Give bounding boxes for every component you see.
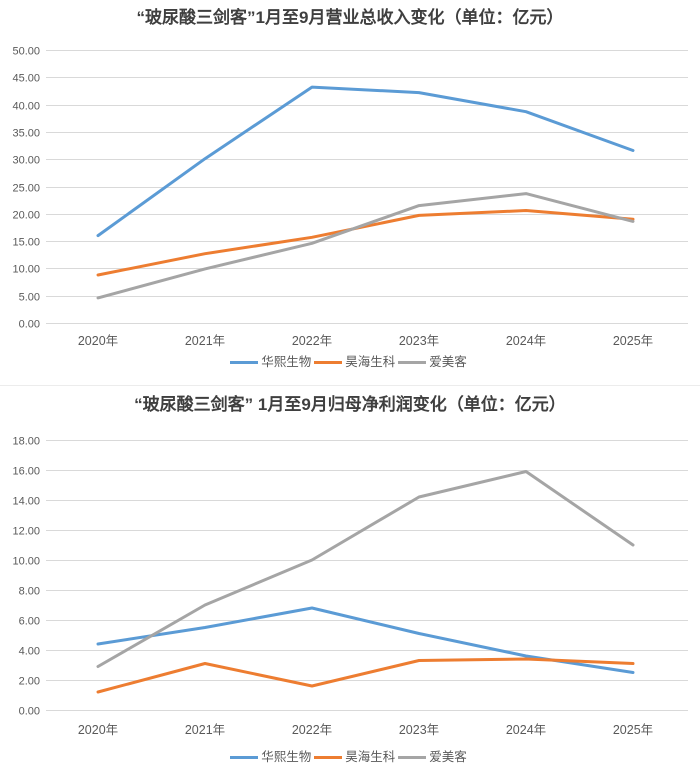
revenue-chart-legend: 华熙生物 昊海生科 爱美客 [0, 354, 700, 371]
x-axis-tick-label: 2020年 [78, 723, 118, 737]
y-axis-tick-label: 18.00 [12, 436, 40, 448]
revenue-chart: “玻尿酸三剑客”1月至9月营业总收入变化（单位：亿元） 0.00 5.00 10.0… [0, 0, 700, 385]
net-profit-chart-legend: 华熙生物 昊海生科 爱美客 [0, 749, 700, 766]
series-line [96, 85, 635, 238]
x-axis-tick-label: 2020年 [78, 334, 118, 348]
y-axis-tick-label: 6.00 [19, 616, 40, 628]
net-profit-chart: “玻尿酸三剑客” 1月至9月归母净利润变化（单位：亿元） 0.00 2.00 4.0… [0, 386, 700, 777]
y-axis-tick-label: 50.00 [12, 46, 40, 58]
x-axis-tick-label: 2023年 [399, 334, 439, 348]
x-axis-tick-label: 2021年 [185, 334, 225, 348]
y-axis-tick-label: 16.00 [12, 466, 40, 478]
y-axis-tick-label: 8.00 [19, 586, 40, 598]
legend-line-swatch [398, 756, 427, 759]
x-axis-tick-label: 2024年 [506, 723, 546, 737]
y-axis-tick-label: 2.00 [19, 676, 40, 688]
legend-label: 爱美客 [429, 750, 467, 764]
x-axis-tick-label: 2023年 [399, 723, 439, 737]
legend-label: 昊海生科 [345, 355, 396, 369]
charts-divider [0, 385, 700, 386]
series-line [96, 606, 635, 674]
y-axis-tick-label: 14.00 [12, 496, 40, 508]
y-axis-tick-label: 10.00 [12, 556, 40, 568]
legend-item: 华熙生物 [230, 749, 311, 766]
x-axis-tick-label: 2025年 [613, 723, 653, 737]
revenue-chart-title: “玻尿酸三剑客”1月至9月营业总收入变化（单位：亿元） [136, 8, 564, 27]
net-profit-chart-title: “玻尿酸三剑客” 1月至9月归母净利润变化（单位：亿元） [134, 395, 566, 414]
y-axis-tick-label: 45.00 [12, 73, 40, 85]
legend-item: 昊海生科 [314, 354, 395, 371]
legend-line-swatch [398, 361, 427, 364]
x-axis-tick-label: 2022年 [292, 334, 332, 348]
y-axis-tick-label: 0.00 [19, 319, 40, 331]
y-axis-tick-label: 35.00 [12, 128, 40, 140]
legend-label: 昊海生科 [345, 750, 396, 764]
legend-line-swatch [230, 361, 259, 364]
y-axis-tick-label: 12.00 [12, 526, 40, 538]
series-line [96, 209, 635, 277]
y-axis-tick-label: 20.00 [12, 210, 40, 222]
legend-item: 华熙生物 [230, 354, 311, 371]
legend-label: 华熙生物 [261, 355, 312, 369]
y-axis-tick-label: 30.00 [12, 155, 40, 167]
x-axis-tick-label: 2022年 [292, 723, 332, 737]
series-line [96, 657, 635, 694]
legend-item: 爱美客 [398, 354, 467, 371]
x-axis-tick-label: 2025年 [613, 334, 653, 348]
y-axis-tick-label: 15.00 [12, 237, 40, 249]
series-line [96, 192, 635, 300]
y-axis-tick-label: 40.00 [12, 101, 40, 113]
y-axis-tick-label: 25.00 [12, 183, 40, 195]
legend-label: 爱美客 [429, 355, 467, 369]
y-axis-tick-label: 4.00 [19, 646, 40, 658]
net-profit-chart-plot-area: 0.00 2.00 4.00 6.00 8.00 10.00 12.00 14.00 16.00… [12, 436, 688, 737]
revenue-chart-plot-area: 0.00 5.00 10.00 15.00 20.00 25.00 30.00 35.00 40… [12, 46, 688, 348]
legend-item: 爱美客 [398, 749, 467, 766]
series-line [96, 470, 635, 668]
legend-line-swatch [314, 756, 343, 759]
y-axis-tick-label: 5.00 [19, 292, 40, 304]
legend-line-swatch [314, 361, 343, 364]
y-axis-tick-label: 0.00 [19, 706, 40, 718]
x-axis-tick-label: 2024年 [506, 334, 546, 348]
x-axis-tick-label: 2021年 [185, 723, 225, 737]
legend-item: 昊海生科 [314, 749, 395, 766]
y-axis-tick-label: 10.00 [12, 264, 40, 276]
legend-line-swatch [230, 756, 259, 759]
legend-label: 华熙生物 [261, 750, 312, 764]
